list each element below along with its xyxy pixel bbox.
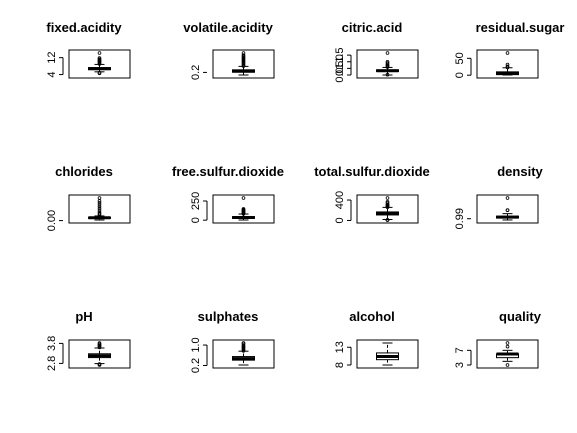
panel-title: pH (75, 309, 92, 324)
outlier-point (505, 64, 510, 69)
panel-title: volatile.acidity (183, 20, 273, 35)
outlier-point (97, 212, 102, 216)
y-tick-label: 0.2 (190, 65, 202, 80)
outlier-point (97, 70, 102, 75)
plot-frame (356, 49, 419, 79)
plot-frame (356, 194, 419, 224)
outlier-point (97, 208, 102, 213)
panel-title: chlorides (55, 164, 113, 179)
panel-title: citric.acid (342, 20, 403, 35)
outlier-point (385, 72, 390, 77)
y-tick-label: 1.5 (334, 47, 346, 62)
panel-title: fixed.acidity (46, 20, 122, 35)
panel-title: density (497, 164, 543, 179)
outlier-point (241, 341, 246, 345)
y-tick-label: 400 (334, 191, 346, 209)
outlier-point (97, 203, 102, 207)
plot-frame (68, 49, 131, 79)
y-tick-label: 0 (190, 217, 202, 223)
plot-frame (476, 339, 539, 369)
y-tick-label: 3.8 (46, 336, 58, 351)
outlier-point (97, 196, 102, 200)
plot-frame (212, 339, 275, 369)
panel-title: free.sulfur.dioxide (172, 164, 284, 179)
outlier-point (241, 53, 246, 57)
plot-frame (212, 49, 275, 79)
y-tick-label: 250 (190, 192, 202, 210)
y-tick-label: 0 (334, 217, 346, 223)
plot-frame (212, 194, 275, 224)
outlier-point (97, 201, 102, 205)
y-tick-label: 2.8 (46, 356, 58, 371)
outlier-point (385, 218, 390, 222)
outlier-point (505, 363, 510, 367)
y-tick-label: 0 (454, 72, 466, 78)
y-tick-label: 13 (334, 341, 346, 353)
y-tick-label: 50 (454, 52, 466, 64)
y-tick-label: 0.2 (190, 358, 202, 373)
outlier-point (97, 199, 102, 203)
outlier-point (505, 341, 510, 345)
y-tick-label: 0.5 (334, 61, 346, 76)
plot-frame (68, 194, 131, 224)
outlier-point (505, 62, 510, 67)
y-tick-label: 0.0 (334, 67, 346, 82)
outlier-point (385, 199, 390, 204)
outlier-point (385, 196, 390, 200)
outlier-point (385, 61, 390, 65)
plot-frame (476, 49, 539, 79)
outlier-point (505, 344, 510, 349)
panel-title: alcohol (349, 309, 395, 324)
panel-title: residual.sugar (476, 20, 565, 35)
outlier-point (385, 51, 390, 55)
y-tick-label: 1.0 (334, 54, 346, 69)
panel-title: sulphates (198, 309, 259, 324)
outlier-point (241, 207, 246, 211)
outlier-point (97, 56, 102, 60)
outlier-point (97, 341, 102, 345)
panel-title: quality (499, 309, 542, 324)
outlier-point (505, 208, 510, 212)
plot-frame (476, 194, 539, 224)
y-tick-label: 3 (454, 362, 466, 368)
outlier-point (505, 196, 510, 200)
outlier-point (97, 57, 102, 62)
plot-frame (68, 339, 131, 369)
outlier-point (97, 205, 102, 209)
outlier-point (97, 362, 102, 366)
y-tick-label: 1.0 (190, 337, 202, 352)
outlier-point (505, 51, 510, 55)
y-tick-label: 4 (46, 72, 58, 78)
y-tick-label: 0.99 (454, 208, 466, 229)
outlier-point (97, 210, 102, 215)
y-tick-label: 0.00 (46, 210, 58, 231)
y-tick-label: 12 (46, 52, 58, 64)
outlier-point (97, 51, 102, 55)
panel-title: total.sulfur.dioxide (314, 164, 430, 179)
y-tick-label: 8 (334, 362, 346, 368)
plot-frame (356, 339, 419, 369)
outlier-point (241, 51, 246, 55)
outlier-point (97, 207, 102, 211)
y-tick-label: 7 (454, 347, 466, 353)
outlier-point (241, 343, 246, 347)
outlier-point (241, 196, 246, 200)
outlier-point (385, 59, 390, 64)
